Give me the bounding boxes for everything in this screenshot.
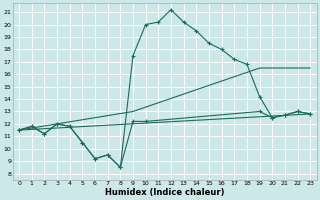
X-axis label: Humidex (Indice chaleur): Humidex (Indice chaleur) bbox=[105, 188, 224, 197]
